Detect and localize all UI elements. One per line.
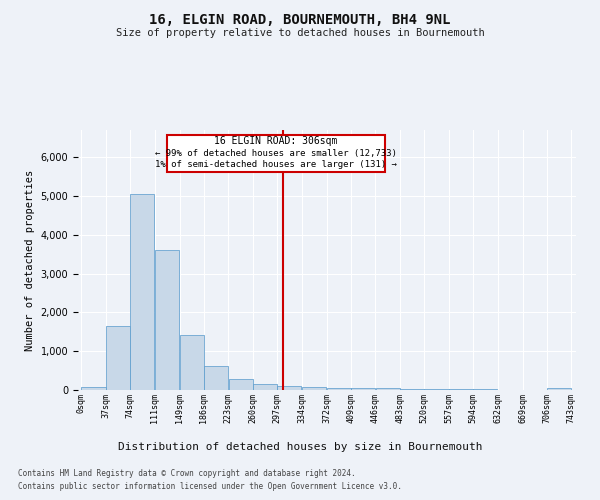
Text: ← 99% of detached houses are smaller (12,733): ← 99% of detached houses are smaller (12… [155, 149, 397, 158]
Bar [449, 389, 473, 390]
Bar [106, 326, 130, 390]
Bar [376, 388, 400, 390]
Y-axis label: Number of detached properties: Number of detached properties [25, 170, 35, 350]
Bar [424, 389, 449, 390]
Text: Size of property relative to detached houses in Bournemouth: Size of property relative to detached ho… [116, 28, 484, 38]
Text: Distribution of detached houses by size in Bournemouth: Distribution of detached houses by size … [118, 442, 482, 452]
Bar [277, 386, 301, 390]
Bar [327, 388, 351, 390]
Bar [253, 384, 277, 390]
Bar [351, 388, 376, 390]
Text: Contains public sector information licensed under the Open Government Licence v3: Contains public sector information licen… [18, 482, 402, 491]
Bar [180, 336, 204, 390]
Bar [229, 378, 253, 390]
Bar [82, 387, 106, 390]
Bar [155, 250, 179, 390]
Bar [130, 194, 154, 390]
Bar [547, 388, 571, 390]
Text: Contains HM Land Registry data © Crown copyright and database right 2024.: Contains HM Land Registry data © Crown c… [18, 468, 356, 477]
Bar [204, 366, 228, 390]
Text: 16 ELGIN ROAD: 306sqm: 16 ELGIN ROAD: 306sqm [214, 136, 338, 146]
Bar [400, 389, 424, 390]
Bar [302, 387, 326, 390]
FancyBboxPatch shape [167, 134, 385, 172]
Text: 16, ELGIN ROAD, BOURNEMOUTH, BH4 9NL: 16, ELGIN ROAD, BOURNEMOUTH, BH4 9NL [149, 12, 451, 26]
Text: 1% of semi-detached houses are larger (131) →: 1% of semi-detached houses are larger (1… [155, 160, 397, 169]
